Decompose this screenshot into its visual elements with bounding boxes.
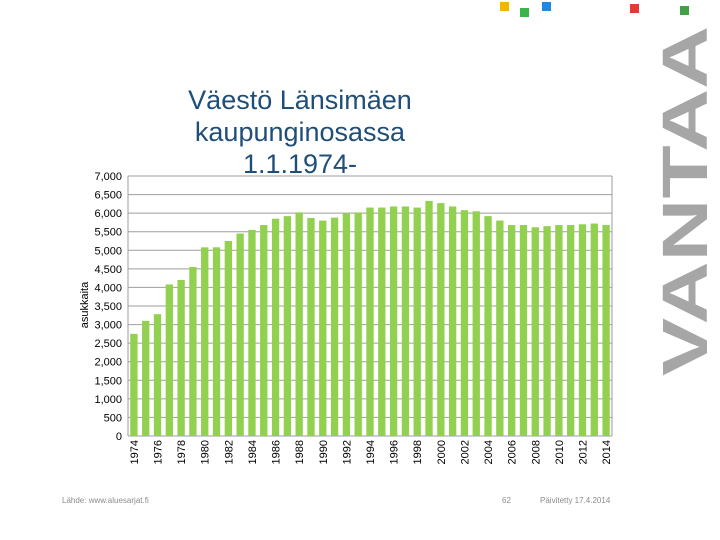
bar-1975 xyxy=(142,320,150,436)
logo-square xyxy=(500,2,509,11)
x-tick-label: 1998 xyxy=(412,440,424,464)
bar-1994 xyxy=(366,207,374,436)
y-tick-label: 3,500 xyxy=(94,301,122,313)
bar-1986 xyxy=(271,218,280,436)
x-tick-label: 1992 xyxy=(341,440,353,464)
bar-1989 xyxy=(307,217,315,436)
x-tick-label: 2002 xyxy=(459,440,471,464)
x-tick-label: 2010 xyxy=(554,440,566,464)
bar-1978 xyxy=(177,280,185,436)
x-tick-label: 2006 xyxy=(507,440,519,464)
bar-1999 xyxy=(425,200,433,436)
y-tick-label: 500 xyxy=(104,412,122,424)
bar-2013 xyxy=(590,223,598,436)
y-tick-label: 3,000 xyxy=(94,320,122,332)
y-tick-label: 5,500 xyxy=(94,227,122,239)
y-tick-label: 1,500 xyxy=(94,375,122,387)
y-tick-label: 2,000 xyxy=(94,357,122,369)
bar-1981 xyxy=(212,247,221,436)
bar-2001 xyxy=(448,206,457,436)
x-tick-label: 1974 xyxy=(129,440,141,464)
y-tick-label: 6,000 xyxy=(94,208,122,220)
bar-1997 xyxy=(401,206,410,436)
bar-1995 xyxy=(378,207,386,436)
bar-2006 xyxy=(507,225,516,436)
bar-1984 xyxy=(248,229,256,436)
bar-1983 xyxy=(236,233,244,436)
bar-2004 xyxy=(484,216,492,436)
y-axis-label: asukkaita xyxy=(79,281,91,328)
x-tick-label: 2008 xyxy=(530,440,542,464)
x-tick-label: 1982 xyxy=(223,440,235,464)
bar-2009 xyxy=(543,226,551,436)
bar-1992 xyxy=(342,213,351,436)
bar-1977 xyxy=(165,284,173,436)
x-tick-label: 1980 xyxy=(200,440,212,464)
bar-1998 xyxy=(413,207,421,436)
title-line-1: Väestö Länsimäen kaupunginosassa xyxy=(188,85,412,147)
bar-2008 xyxy=(531,227,539,436)
chart-bars xyxy=(130,200,610,436)
bar-2010 xyxy=(555,225,563,436)
x-tick-label: 2004 xyxy=(483,440,495,464)
bar-1979 xyxy=(189,267,197,436)
footer-updated: Päivitetty 17.4.2014 xyxy=(540,496,611,505)
bar-1993 xyxy=(354,212,362,436)
y-axis-ticks: 0 500 1,000 1,500 2,000 2,500 3,000 3,500 4,000 4… xyxy=(94,171,122,443)
x-tick-label: 2000 xyxy=(436,440,448,464)
logo-square xyxy=(630,4,639,13)
page-title: Väestö Länsimäen kaupunginosassa 1.1.197… xyxy=(80,84,520,180)
footer-page-number: 62 xyxy=(502,496,511,505)
bar-1980 xyxy=(201,247,209,436)
y-tick-label: 7,000 xyxy=(94,171,122,183)
bar-2007 xyxy=(519,225,528,436)
x-tick-label: 1986 xyxy=(271,440,283,464)
x-tick-label: 1984 xyxy=(247,440,259,464)
bar-1996 xyxy=(389,206,398,436)
logo-square xyxy=(680,6,689,15)
bar-1988 xyxy=(295,212,303,436)
bar-2014 xyxy=(602,225,610,436)
x-tick-label: 1990 xyxy=(318,440,330,464)
x-axis-ticks: 1974 1976 1978 1980 1982 1984 1986 1988 1990 1992… xyxy=(129,440,613,464)
x-tick-label: 1994 xyxy=(365,440,377,464)
bar-1974 xyxy=(130,333,138,436)
x-tick-label: 1978 xyxy=(176,440,188,464)
bar-1982 xyxy=(224,241,233,436)
y-tick-label: 2,500 xyxy=(94,338,122,350)
logo-square xyxy=(520,8,529,17)
bar-1991 xyxy=(330,217,339,436)
x-tick-label: 1996 xyxy=(389,440,401,464)
y-tick-label: 1,000 xyxy=(94,394,122,406)
bar-1990 xyxy=(319,220,327,436)
bar-2002 xyxy=(460,210,469,436)
title-line-2: 1.1.1974- xyxy=(242,149,358,179)
y-tick-label: 4,500 xyxy=(94,264,122,276)
y-tick-label: 0 xyxy=(116,431,122,443)
bar-2005 xyxy=(496,220,504,436)
brand-logo: VANTAA xyxy=(655,26,717,376)
brand-text: VANTAA xyxy=(655,26,717,376)
logo-squares xyxy=(480,0,720,20)
bar-1987 xyxy=(283,216,292,436)
x-tick-label: 2012 xyxy=(577,440,589,464)
bar-2000 xyxy=(437,203,445,436)
logo-square xyxy=(542,2,551,11)
y-tick-label: 5,000 xyxy=(94,245,122,257)
footer-source: Lähde: www.aluesarjat.fi xyxy=(62,496,149,505)
x-tick-label: 2014 xyxy=(601,440,613,464)
y-tick-label: 4,000 xyxy=(94,282,122,294)
bar-1985 xyxy=(260,225,268,436)
x-tick-label: 1976 xyxy=(153,440,165,464)
bar-2003 xyxy=(472,211,480,436)
bar-1976 xyxy=(153,314,162,436)
y-tick-label: 6,500 xyxy=(94,190,122,202)
x-tick-label: 1988 xyxy=(294,440,306,464)
bar-2011 xyxy=(567,225,575,436)
bar-2012 xyxy=(578,224,587,436)
